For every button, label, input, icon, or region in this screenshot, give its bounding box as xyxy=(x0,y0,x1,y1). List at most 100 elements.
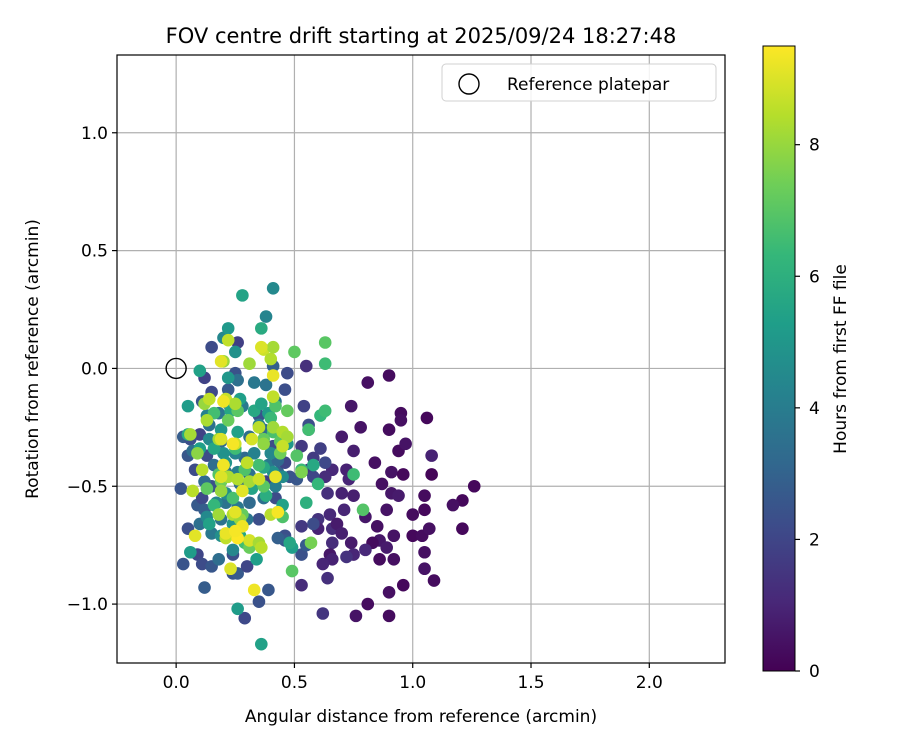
data-point-267 xyxy=(252,421,266,434)
data-point-69 xyxy=(321,571,334,585)
x-tick-label-0: 0.0 xyxy=(163,673,190,693)
data-point-223 xyxy=(281,404,294,418)
data-point-247 xyxy=(304,536,318,550)
data-point-299 xyxy=(236,484,249,498)
reference-marker-layer xyxy=(165,357,187,380)
data-point-62 xyxy=(344,536,358,550)
legend-box xyxy=(441,63,717,102)
plot-area-frame xyxy=(116,54,726,664)
data-point-46 xyxy=(347,444,360,458)
data-point-215 xyxy=(299,496,313,510)
data-point-74 xyxy=(295,439,308,453)
data-point-209 xyxy=(184,545,197,559)
data-point-217 xyxy=(318,404,332,418)
data-point-23 xyxy=(418,503,431,517)
data-point-139 xyxy=(247,376,261,389)
data-point-36 xyxy=(380,541,393,554)
data-point-292 xyxy=(255,541,268,554)
data-point-33 xyxy=(418,545,431,559)
data-point-1 xyxy=(361,376,375,389)
data-point-83 xyxy=(307,517,320,531)
data-point-54 xyxy=(337,503,351,517)
y-tick-label-2: 0.0 xyxy=(81,359,108,379)
data-point-200 xyxy=(207,442,221,455)
data-point-186 xyxy=(221,322,235,335)
data-point-254 xyxy=(200,413,214,427)
data-point-199 xyxy=(231,425,244,439)
data-point-224 xyxy=(264,411,278,425)
data-point-310 xyxy=(214,432,228,446)
data-point-118 xyxy=(252,595,266,609)
data-point-255 xyxy=(202,392,216,406)
data-point-306 xyxy=(255,340,268,354)
data-point-282 xyxy=(240,456,254,469)
data-point-293 xyxy=(224,562,237,576)
data-point-3 xyxy=(420,411,434,425)
data-point-180 xyxy=(226,543,240,557)
data-point-296 xyxy=(219,527,233,540)
data-point-89 xyxy=(231,336,244,349)
data-point-302 xyxy=(269,470,282,484)
data-point-85 xyxy=(295,548,308,561)
legend-entry-reference: Reference platepar xyxy=(507,75,669,95)
x-axis-label: Angular distance from reference (arcmin) xyxy=(245,707,597,727)
chart-title: FOV centre drift starting at 2025/09/24 … xyxy=(166,24,677,48)
data-point-102 xyxy=(174,482,188,495)
data-point-7 xyxy=(354,421,367,434)
grid-lines xyxy=(117,55,725,663)
data-point-80 xyxy=(281,366,294,380)
data-point-79 xyxy=(299,359,313,373)
data-point-140 xyxy=(259,378,273,392)
data-point-11 xyxy=(425,449,438,462)
x-axis-ticks: 0.0 0.5 1.0 1.5 2.0 xyxy=(163,663,663,693)
data-point-188 xyxy=(255,322,268,335)
data-point-60 xyxy=(335,527,349,540)
x-tick-label-4: 2.0 xyxy=(636,673,663,693)
data-point-234 xyxy=(221,413,235,427)
data-point-116 xyxy=(240,560,254,573)
data-point-163 xyxy=(259,310,273,323)
data-point-38 xyxy=(387,553,401,566)
data-point-271 xyxy=(266,421,280,434)
x-tick-label-1: 0.5 xyxy=(281,673,308,693)
y-axis-label: Rotation from reference (arcmin) xyxy=(23,219,43,499)
data-point-189 xyxy=(228,345,242,359)
data-point-29 xyxy=(406,529,420,543)
data-point-260 xyxy=(243,357,256,371)
data-point-66 xyxy=(325,553,339,566)
data-point-21 xyxy=(456,494,469,507)
data-point-20 xyxy=(467,479,481,493)
data-point-221 xyxy=(288,345,301,359)
data-point-51 xyxy=(321,487,334,500)
colorbar-tick-label-4: 8 xyxy=(809,136,820,156)
data-point-222 xyxy=(269,399,282,413)
data-point-14 xyxy=(396,468,410,481)
data-point-168 xyxy=(269,479,282,493)
data-point-262 xyxy=(264,352,278,366)
data-point-39 xyxy=(418,562,431,576)
data-point-263 xyxy=(266,340,280,354)
data-point-53 xyxy=(347,489,360,502)
data-point-19 xyxy=(418,489,431,502)
data-point-192 xyxy=(193,364,207,378)
data-point-270 xyxy=(266,390,280,404)
data-point-24 xyxy=(406,508,420,521)
data-point-268 xyxy=(245,432,259,446)
data-point-25 xyxy=(380,503,393,517)
data-point-229 xyxy=(252,458,266,472)
colorbar xyxy=(762,45,796,672)
colorbar-tick-label-1: 2 xyxy=(809,530,820,550)
data-point-15 xyxy=(425,468,438,481)
data-point-284 xyxy=(252,472,266,486)
data-point-307 xyxy=(266,369,280,382)
data-point-6 xyxy=(335,430,349,444)
data-point-162 xyxy=(266,282,280,295)
data-point-117 xyxy=(238,611,252,625)
data-point-301 xyxy=(214,470,228,484)
data-point-311 xyxy=(226,437,240,451)
data-point-257 xyxy=(186,484,200,498)
data-point-12 xyxy=(368,456,382,469)
data-point-138 xyxy=(231,373,244,387)
data-point-98 xyxy=(193,428,207,441)
data-point-187 xyxy=(236,289,249,302)
